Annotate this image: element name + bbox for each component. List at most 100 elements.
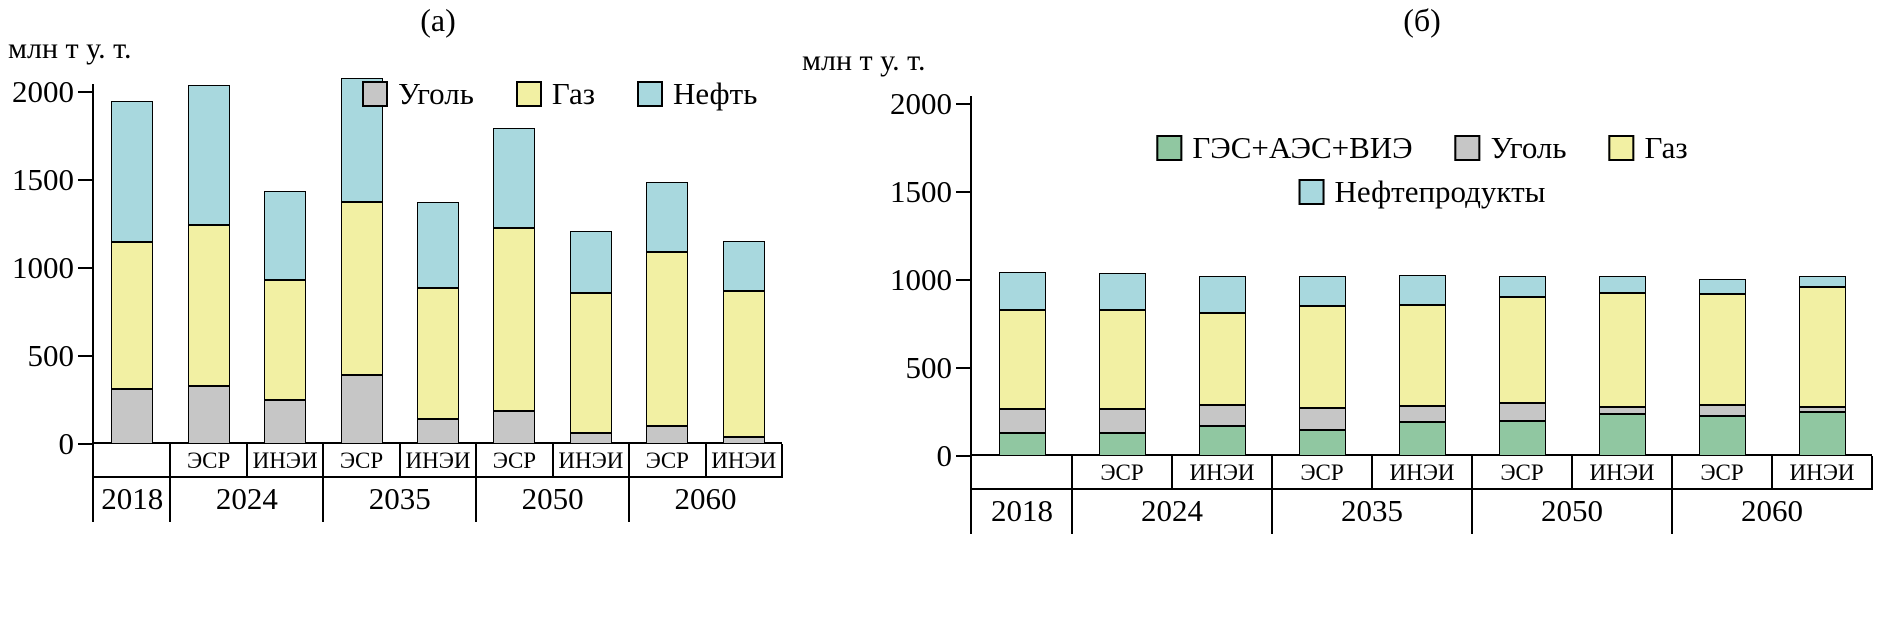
bar-segment — [1498, 275, 1546, 297]
bar-segment — [1098, 272, 1146, 310]
scenario-label: ЭСР — [186, 448, 231, 473]
bar-segment — [1498, 296, 1546, 404]
year-divider — [628, 478, 631, 522]
bar-segment — [264, 280, 307, 400]
scenario-label: ИНЭИ — [252, 448, 318, 473]
y-tick — [956, 455, 970, 457]
scenario-divider — [1171, 456, 1173, 490]
legend-label: Газ — [551, 76, 596, 111]
bar-segment — [416, 202, 459, 289]
y-axis-line — [970, 96, 972, 534]
legend-swatch — [1156, 135, 1183, 161]
bar-segment — [1398, 405, 1446, 422]
legend-row: ГЭС+АЭС+ВИЭ Уголь Газ — [1156, 130, 1688, 166]
legend-swatch — [1298, 179, 1325, 205]
bar-segment — [1398, 304, 1446, 406]
chart-b-y-axis-unit-label: млн т у. т. — [802, 44, 926, 77]
bar-segment — [1198, 276, 1246, 314]
scenario-label: ЭСР — [1500, 460, 1544, 485]
y-tick-label: 500 — [905, 350, 953, 385]
y-axis-line — [92, 84, 94, 522]
scenario-label: ЭСР — [1300, 460, 1344, 485]
y-tick-label: 1500 — [890, 174, 952, 209]
legend-label: Уголь — [398, 76, 474, 111]
bar-segment — [1098, 433, 1146, 456]
year-label: 2024 — [215, 481, 278, 516]
bar-segment — [1598, 293, 1646, 407]
bar-segment — [1798, 287, 1846, 407]
scenario-divider — [1471, 456, 1473, 490]
bar-segment — [1098, 409, 1146, 434]
legend-label: Уголь — [1490, 130, 1567, 165]
legend-swatch — [1454, 135, 1481, 161]
bar-segment — [340, 375, 383, 444]
bar-segment — [1698, 416, 1746, 456]
scenario-divider — [322, 444, 325, 478]
y-tick-label: 2000 — [12, 74, 74, 109]
bar-segment — [998, 409, 1046, 434]
bar-segment — [1698, 404, 1746, 417]
scenario-divider — [1271, 456, 1273, 490]
bar-segment — [340, 202, 383, 376]
legend-item: Газ — [1608, 130, 1688, 166]
bar-segment — [1198, 426, 1246, 456]
year-label: 2050 — [1541, 493, 1603, 528]
bar-segment — [1698, 279, 1746, 295]
bar-segment — [722, 290, 765, 437]
scenario-label: ИНЭИ — [1589, 460, 1655, 485]
year-divider — [1071, 490, 1073, 534]
scenario-label: ЭСР — [645, 448, 689, 473]
bar-segment — [1698, 294, 1746, 405]
year-label: 2035 — [368, 481, 431, 516]
bar-segment — [187, 385, 230, 444]
legend-swatch — [515, 81, 542, 107]
year-divider — [1271, 490, 1273, 534]
bar-segment — [1598, 406, 1646, 414]
bar-segment — [493, 128, 536, 228]
bar-segment — [493, 227, 536, 412]
bar-segment — [416, 419, 459, 444]
bar-segment — [998, 433, 1046, 456]
bar-segment — [264, 190, 307, 281]
bar-segment — [1798, 276, 1846, 288]
bar-segment — [1198, 313, 1246, 405]
y-tick — [78, 267, 92, 269]
y-tick — [78, 179, 92, 181]
scenario-divider — [781, 444, 783, 478]
scenario-divider — [169, 444, 172, 478]
scenario-divider — [1771, 456, 1773, 490]
scenario-label: ИНЭИ — [711, 448, 777, 473]
scenario-divider — [704, 444, 707, 478]
y-tick — [956, 367, 970, 369]
bar-segment — [111, 100, 154, 242]
legend-label: Газ — [1644, 130, 1688, 165]
year-label: 2018 — [991, 493, 1053, 528]
bar-segment — [722, 240, 765, 291]
year-label: 2060 — [1741, 493, 1803, 528]
legend-item: Нефть — [637, 76, 757, 112]
scenario-divider — [1671, 456, 1673, 490]
legend-swatch — [362, 81, 388, 107]
scenario-label: ЭСР — [339, 448, 384, 473]
legend-item: ГЭС+АЭС+ВИЭ — [1156, 130, 1413, 166]
scenario-divider — [551, 444, 554, 478]
scenario-label: ЭСР — [1100, 460, 1144, 485]
legend-swatch — [637, 81, 664, 107]
bar-segment — [264, 400, 307, 444]
y-tick-label: 1000 — [890, 262, 952, 297]
y-tick-label: 0 — [936, 438, 953, 473]
legend-item: Уголь — [1454, 130, 1567, 166]
chart-a-title: (а) — [420, 2, 456, 38]
chart-panel-a: (а) млн т у. т. 0 500 1000 1500 2000 ЭСР ИНЭИ Э… — [6, 0, 796, 625]
scenario-divider — [1571, 456, 1573, 490]
year-divider — [1471, 490, 1473, 534]
bar-segment — [569, 292, 612, 433]
year-divider — [322, 478, 325, 522]
scenario-label: ЭСР — [492, 448, 537, 473]
bar-segment — [187, 84, 230, 225]
bar-segment — [998, 309, 1046, 410]
y-tick-label: 2000 — [890, 86, 952, 121]
y-tick — [78, 91, 92, 93]
scenario-divider — [1371, 456, 1373, 490]
bar-segment — [187, 224, 230, 386]
